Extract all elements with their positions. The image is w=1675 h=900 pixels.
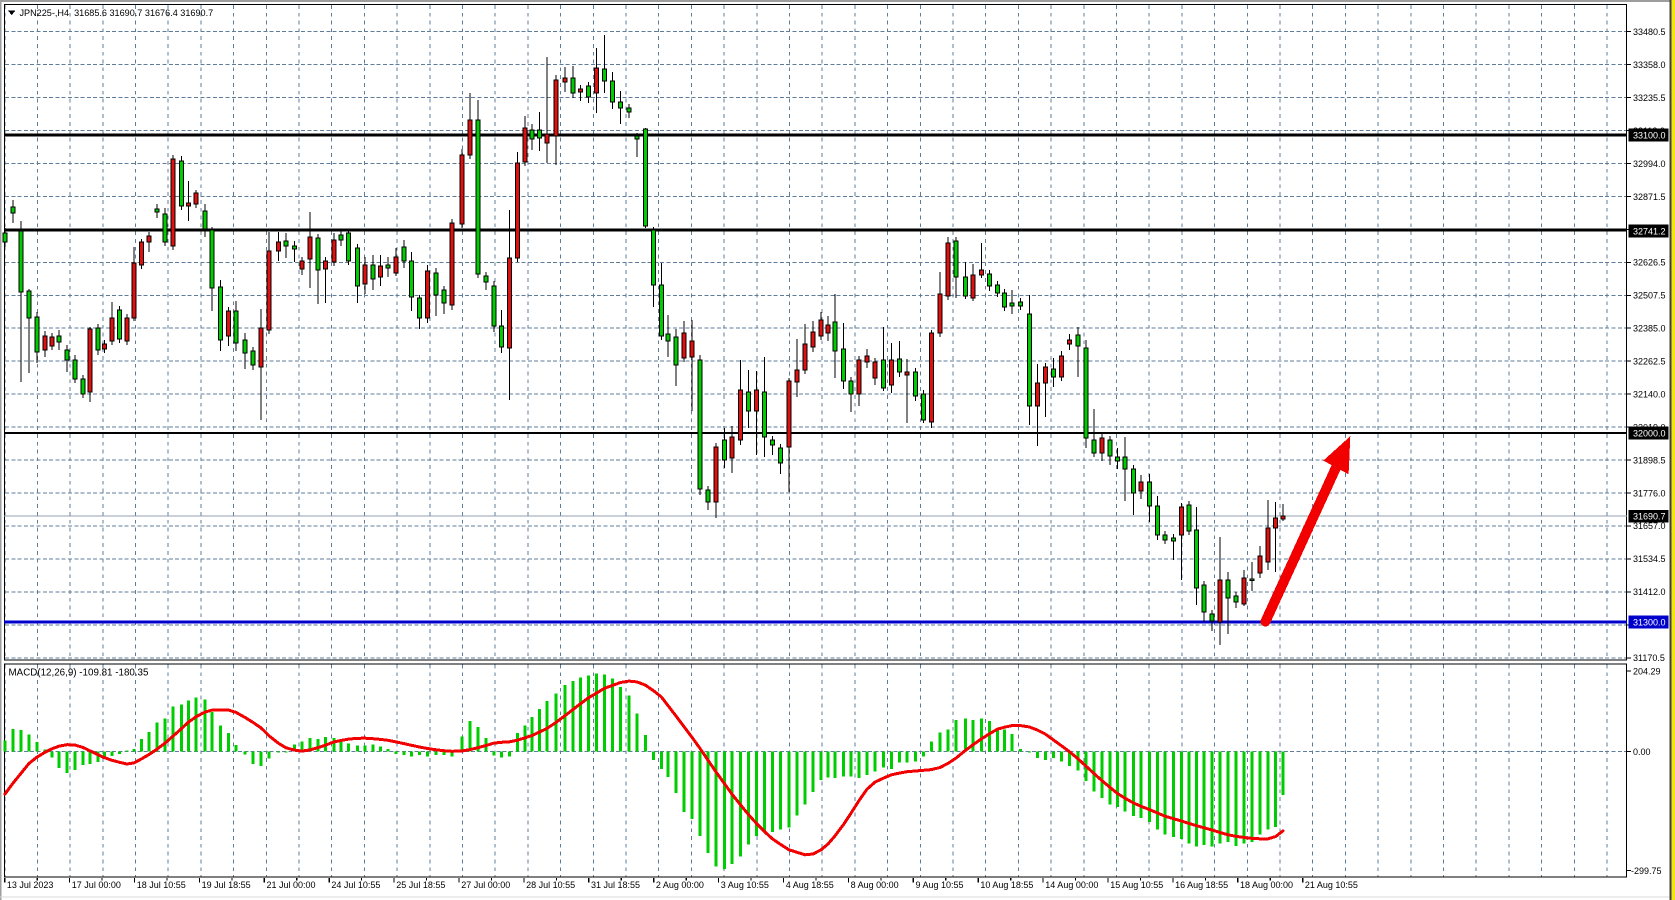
svg-text:31534.5: 31534.5 [1633, 554, 1666, 564]
svg-text:32741.2: 32741.2 [1633, 226, 1666, 236]
svg-text:31898.5: 31898.5 [1633, 455, 1666, 465]
svg-text:21 Jul 00:00: 21 Jul 00:00 [267, 880, 316, 890]
svg-text:8 Aug 00:00: 8 Aug 00:00 [851, 880, 899, 890]
svg-text:33100.0: 33100.0 [1633, 130, 1666, 140]
svg-text:31300.0: 31300.0 [1633, 617, 1666, 627]
svg-text:31776.0: 31776.0 [1633, 488, 1666, 498]
svg-text:18 Aug 00:00: 18 Aug 00:00 [1240, 880, 1293, 890]
svg-text:32262.5: 32262.5 [1633, 357, 1666, 367]
svg-text:32626.5: 32626.5 [1633, 258, 1666, 268]
svg-text:21 Aug 10:55: 21 Aug 10:55 [1305, 880, 1358, 890]
svg-text:18 Jul 10:55: 18 Jul 10:55 [137, 880, 186, 890]
svg-text:17 Jul 00:00: 17 Jul 00:00 [72, 880, 121, 890]
svg-text:14 Aug 00:00: 14 Aug 00:00 [1045, 880, 1098, 890]
svg-text:0.00: 0.00 [1633, 747, 1651, 757]
svg-text:31170.5: 31170.5 [1633, 653, 1665, 663]
svg-text:19 Jul 18:55: 19 Jul 18:55 [202, 880, 251, 890]
svg-text:33480.5: 33480.5 [1633, 27, 1666, 37]
svg-text:25 Jul 18:55: 25 Jul 18:55 [396, 880, 445, 890]
svg-text:9 Aug 10:55: 9 Aug 10:55 [916, 880, 964, 890]
svg-text:33358.0: 33358.0 [1633, 60, 1666, 70]
svg-text:10 Aug 18:55: 10 Aug 18:55 [980, 880, 1033, 890]
svg-text:4 Aug 18:55: 4 Aug 18:55 [786, 880, 834, 890]
svg-text:32994.0: 32994.0 [1633, 159, 1666, 169]
svg-text:32140.0: 32140.0 [1633, 390, 1666, 400]
svg-text:15 Aug 10:55: 15 Aug 10:55 [1110, 880, 1163, 890]
svg-text:32000.0: 32000.0 [1633, 428, 1666, 438]
svg-text:16 Aug 18:55: 16 Aug 18:55 [1175, 880, 1228, 890]
svg-text:204.29: 204.29 [1633, 667, 1661, 677]
svg-text:31 Jul 18:55: 31 Jul 18:55 [591, 880, 640, 890]
svg-text:31690.7: 31690.7 [1633, 512, 1666, 522]
svg-text:32385.0: 32385.0 [1633, 324, 1666, 334]
svg-text:33235.5: 33235.5 [1633, 93, 1666, 103]
svg-text:-299.75: -299.75 [1631, 866, 1662, 876]
svg-text:JPN225-,H4 31685.6 31690.7 31: JPN225-,H4 31685.6 31690.7 31676.4 31690… [20, 8, 214, 18]
svg-text:31412.0: 31412.0 [1633, 587, 1666, 597]
svg-text:24 Jul 10:55: 24 Jul 10:55 [331, 880, 380, 890]
svg-text:28 Jul 10:55: 28 Jul 10:55 [526, 880, 575, 890]
svg-text:32507.5: 32507.5 [1633, 291, 1666, 301]
svg-text:31657.0: 31657.0 [1633, 521, 1666, 531]
svg-text:3 Aug 10:55: 3 Aug 10:55 [721, 880, 769, 890]
svg-text:27 Jul 00:00: 27 Jul 00:00 [461, 880, 510, 890]
svg-text:MACD(12,26,9) -109.81 -180.35: MACD(12,26,9) -109.81 -180.35 [9, 668, 150, 679]
svg-text:13 Jul 2023: 13 Jul 2023 [7, 880, 54, 890]
svg-text:2 Aug 00:00: 2 Aug 00:00 [656, 880, 704, 890]
svg-text:32871.5: 32871.5 [1633, 192, 1666, 202]
